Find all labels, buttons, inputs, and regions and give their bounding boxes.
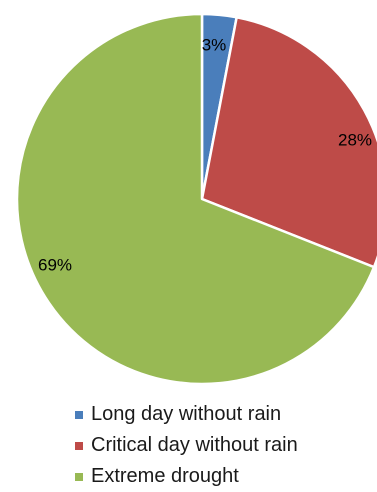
pie-data-labels: 3% 28% 69% <box>38 35 372 274</box>
legend-label: Critical day without rain <box>91 434 298 456</box>
pie-slice-extreme-drought <box>15 12 376 386</box>
legend-swatch <box>75 472 83 481</box>
pie-chart: 3% 28% 69% <box>15 12 377 386</box>
legend-swatch <box>75 410 83 419</box>
legend-item-extreme-drought: Extreme drought <box>75 461 298 492</box>
pie-data-label: 28% <box>338 130 372 149</box>
legend-label: Long day without rain <box>91 403 282 425</box>
legend-item-long-day-without-rain: Long day without rain <box>75 399 298 430</box>
pie-slice-critical-day-without-rain <box>200 16 377 269</box>
legend-label: Extreme drought <box>91 465 239 487</box>
legend: Long day without rain Critical day witho… <box>75 399 298 492</box>
pie-data-label: 3% <box>202 35 227 54</box>
pie-data-label: 69% <box>38 255 72 274</box>
legend-item-critical-day-without-rain: Critical day without rain <box>75 430 298 461</box>
pie-slices <box>15 12 377 386</box>
legend-swatch <box>75 441 83 450</box>
